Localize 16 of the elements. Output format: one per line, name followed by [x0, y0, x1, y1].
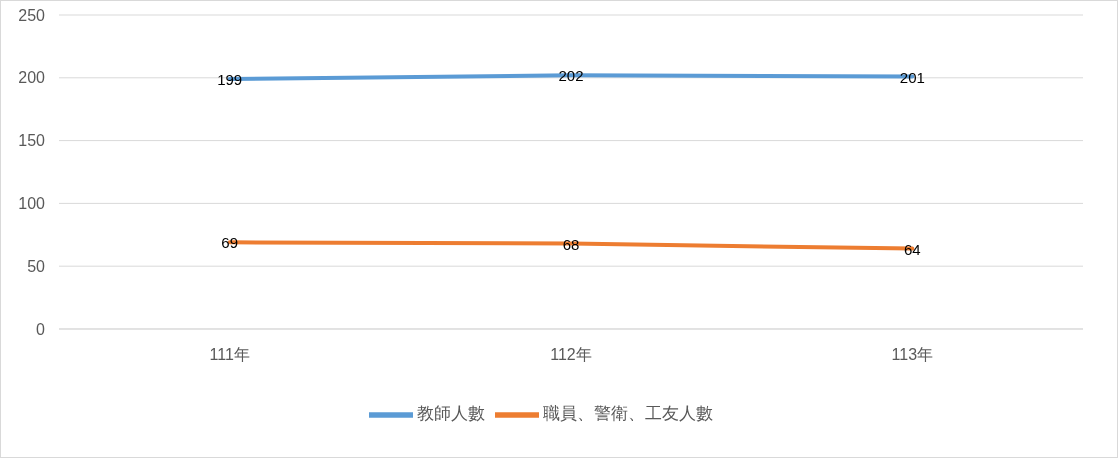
- x-tick-label: 113年: [891, 346, 934, 364]
- data-label: 199: [217, 71, 243, 89]
- x-tick-label: 111年: [209, 346, 250, 364]
- legend-label: 教師人數: [417, 404, 485, 424]
- data-label: 201: [899, 68, 925, 86]
- data-label: 64: [903, 240, 921, 258]
- x-tick-label: 112年: [550, 346, 592, 364]
- data-label: 202: [558, 67, 584, 85]
- y-tick-label: 100: [18, 195, 46, 213]
- y-tick-label: 0: [36, 320, 46, 338]
- y-tick-label: 200: [18, 69, 46, 87]
- legend-label: 職員、警衛、工友人數: [543, 404, 713, 424]
- y-tick-label: 50: [27, 257, 46, 275]
- data-label: 68: [562, 235, 580, 253]
- y-tick-label: 250: [18, 6, 46, 24]
- y-tick-label: 150: [18, 132, 46, 150]
